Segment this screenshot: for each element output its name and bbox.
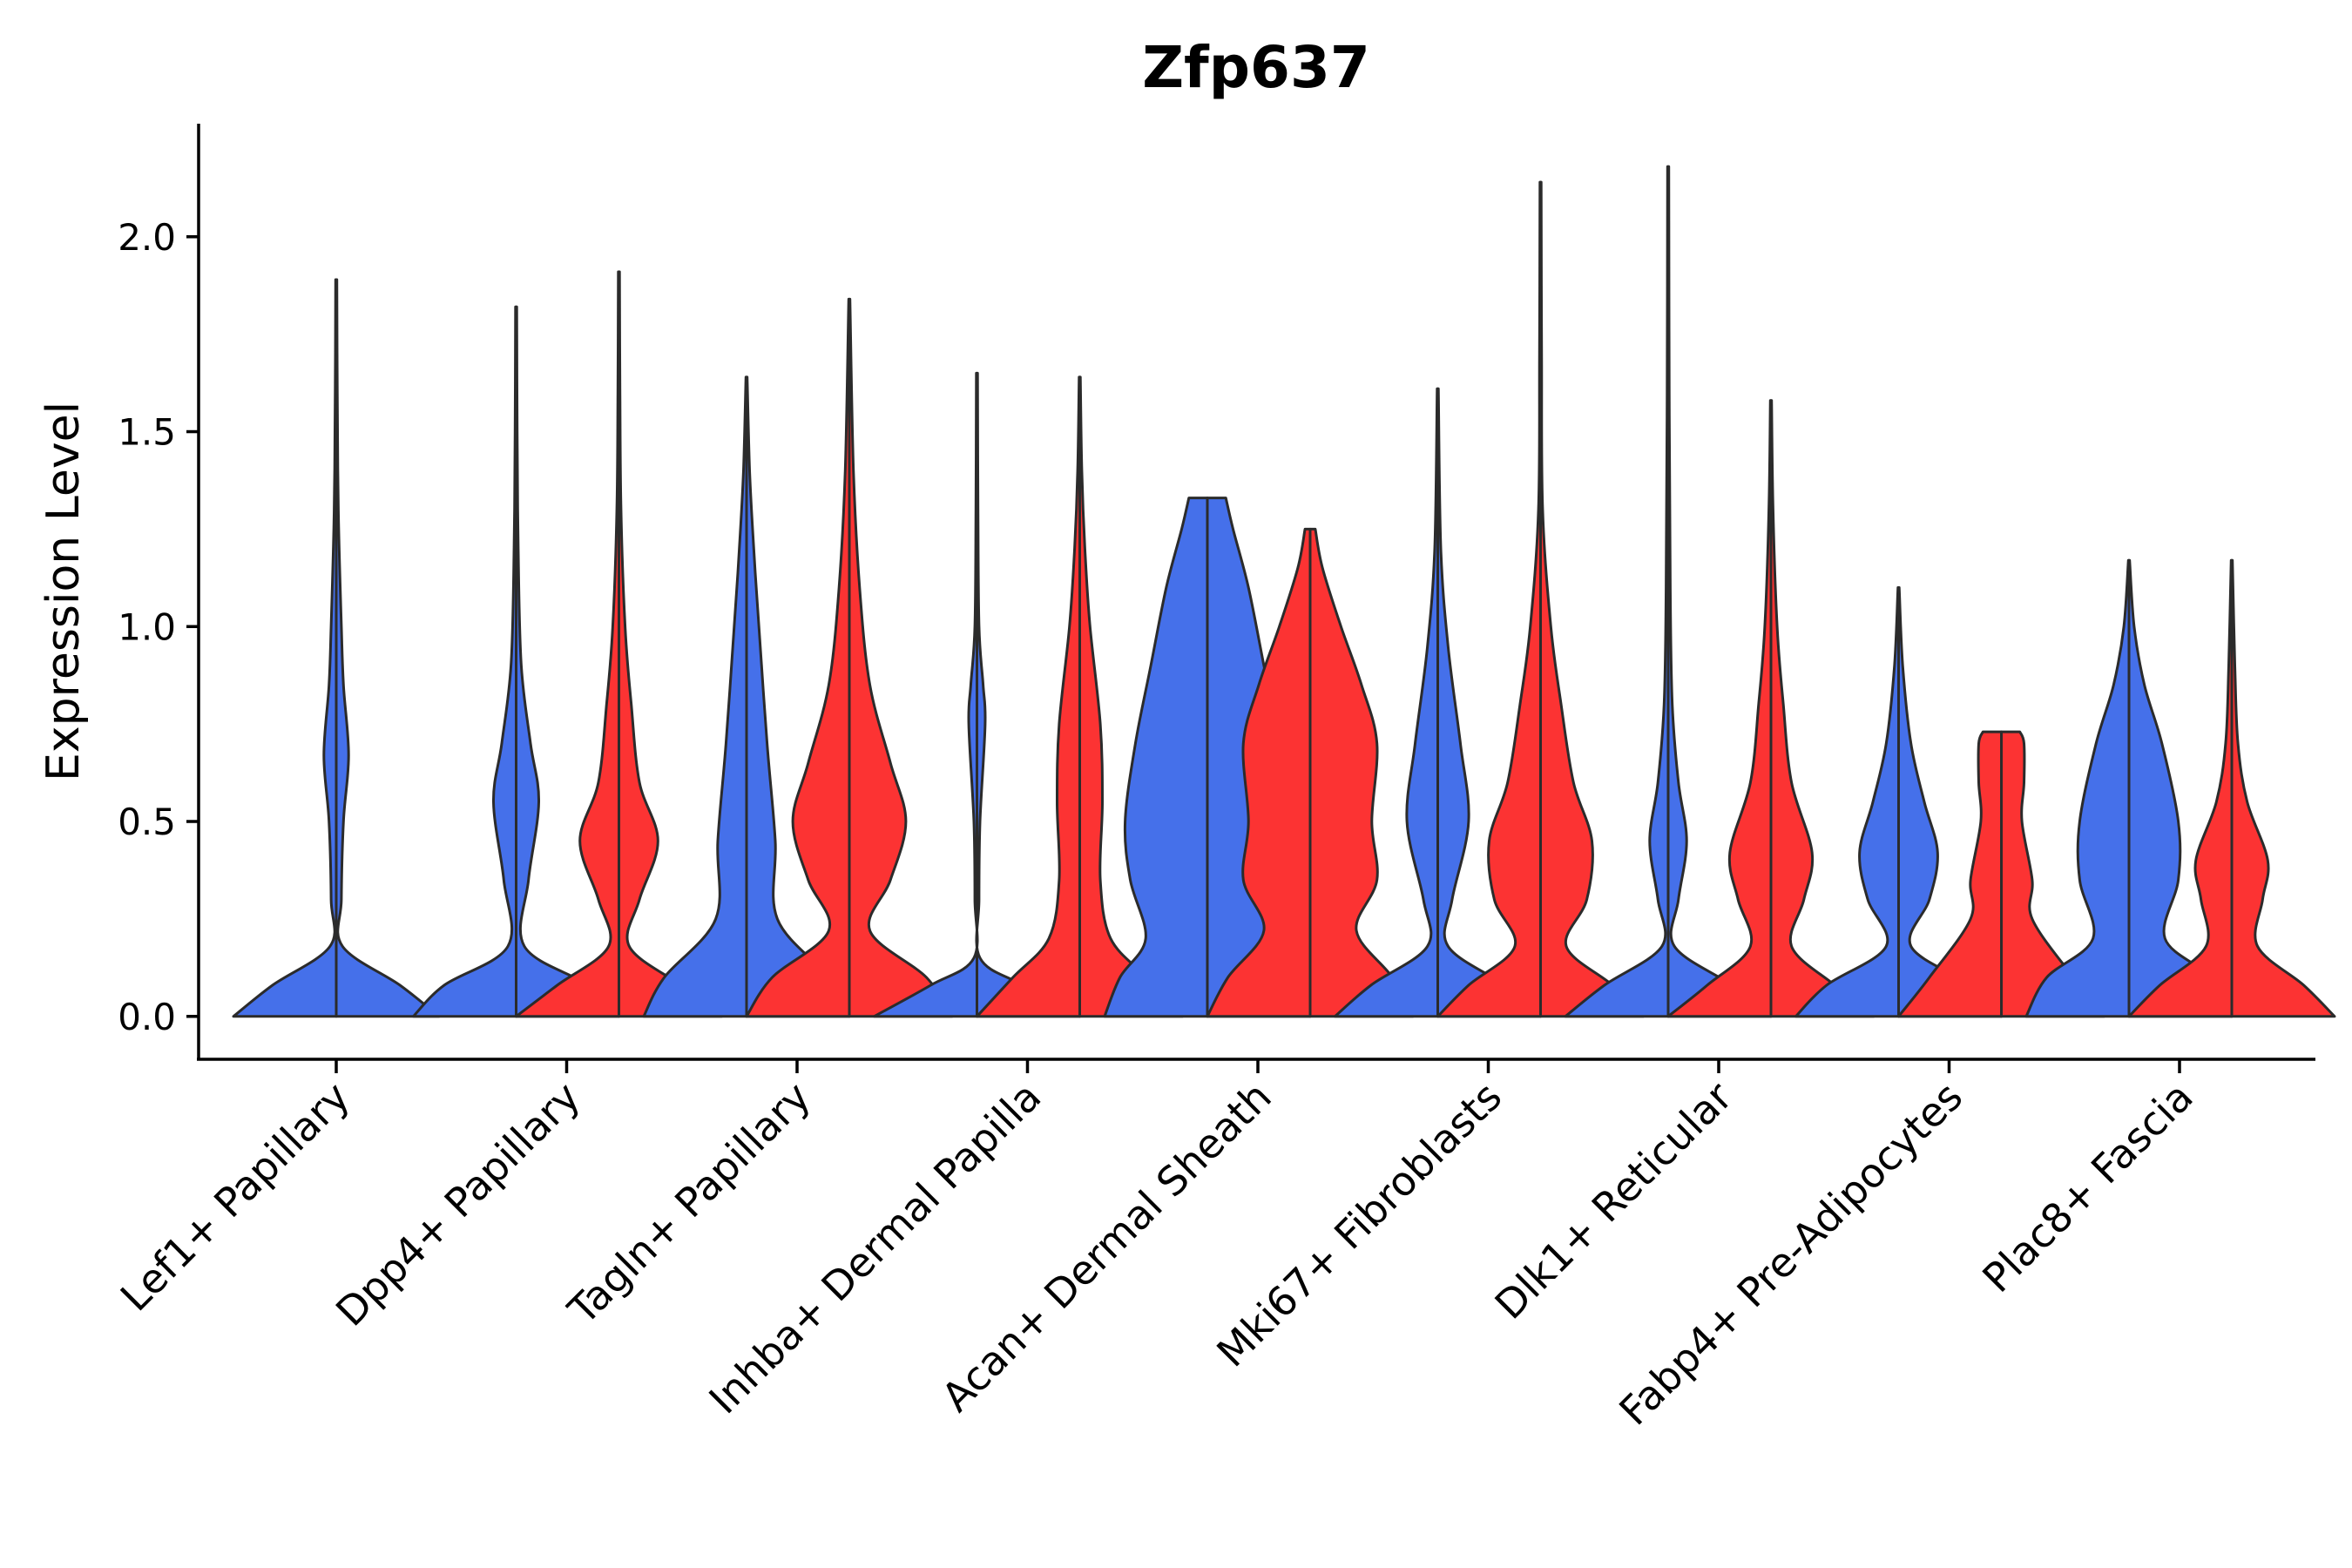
y-axis-title: Expression Level bbox=[37, 402, 90, 781]
violin-blue-mki67-fibroblasts bbox=[1436, 387, 1542, 1018]
violin-blue-lef1-papillary bbox=[335, 278, 441, 1018]
y-tick-label: 0.5 bbox=[118, 801, 176, 843]
violin-red-acan-dermal-sheath bbox=[1308, 527, 1415, 1018]
y-tick-label: 1.0 bbox=[118, 605, 176, 648]
violin-red-left-plac8-fascia bbox=[2127, 558, 2234, 1018]
violin-red-left-dpp4-papillary bbox=[515, 270, 620, 1018]
violin-red-dpp4-papillary bbox=[618, 270, 723, 1018]
violin-blue-left-fabp4-pre-adipocytes bbox=[1794, 586, 1900, 1018]
violin-red-left-inhba-dermal-papilla bbox=[976, 375, 1081, 1018]
violin-red-left-fabp4-pre-adipocytes bbox=[1897, 730, 2003, 1018]
y-tick-label: 2.0 bbox=[118, 216, 176, 259]
violin-blue-left-mki67-fibroblasts bbox=[1334, 387, 1439, 1018]
x-tick-label-dlk1-reticular: Dlk1+ Reticular bbox=[1486, 1073, 1741, 1328]
x-tick-label-lef1-papillary: Lef1+ Papillary bbox=[112, 1073, 359, 1321]
violin-red-left-mki67-fibroblasts bbox=[1436, 180, 1542, 1018]
x-tick-label-tagln-papillary: Tagln+ Papillary bbox=[558, 1073, 820, 1335]
violin-red-left-acan-dermal-sheath bbox=[1206, 527, 1312, 1018]
chart-title: Zfp637 bbox=[1142, 34, 1370, 101]
violin-red-left-dlk1-reticular bbox=[1666, 399, 1773, 1018]
violins-group bbox=[232, 165, 2336, 1018]
violin-blue-left-tagln-papillary bbox=[642, 375, 748, 1018]
violin-blue-left-dlk1-reticular bbox=[1564, 165, 1670, 1018]
violin-blue-left-lef1-papillary bbox=[232, 278, 338, 1018]
violin-blue-left-plac8-fascia bbox=[2024, 558, 2131, 1018]
violin-red-inhba-dermal-papilla bbox=[1078, 375, 1184, 1018]
x-tick-label-dpp4-papillary: Dpp4+ Papillary bbox=[327, 1073, 589, 1335]
violin-red-dlk1-reticular bbox=[1769, 399, 1876, 1018]
violin-blue-left-inhba-dermal-papilla bbox=[873, 371, 979, 1018]
x-tick-label-plac8-fascia: Plac8+ Fascia bbox=[1973, 1073, 2201, 1301]
y-tick-label: 1.5 bbox=[118, 411, 176, 454]
violin-blue-left-acan-dermal-sheath bbox=[1103, 497, 1209, 1018]
y-axis-ticks: 0.0 0.5 1.0 1.5 2.0 bbox=[118, 216, 199, 1038]
violin-blue-tagln-papillary bbox=[745, 375, 851, 1018]
violin-red-left-tagln-papillary bbox=[745, 297, 851, 1018]
y-tick-label: 0.0 bbox=[118, 996, 176, 1038]
violin-blue-left-dpp4-papillary bbox=[412, 305, 517, 1018]
violin-red-mki67-fibroblasts bbox=[1539, 180, 1645, 1018]
violin-red-tagln-papillary bbox=[848, 297, 954, 1018]
violin-red-plac8-fascia bbox=[2230, 558, 2336, 1018]
